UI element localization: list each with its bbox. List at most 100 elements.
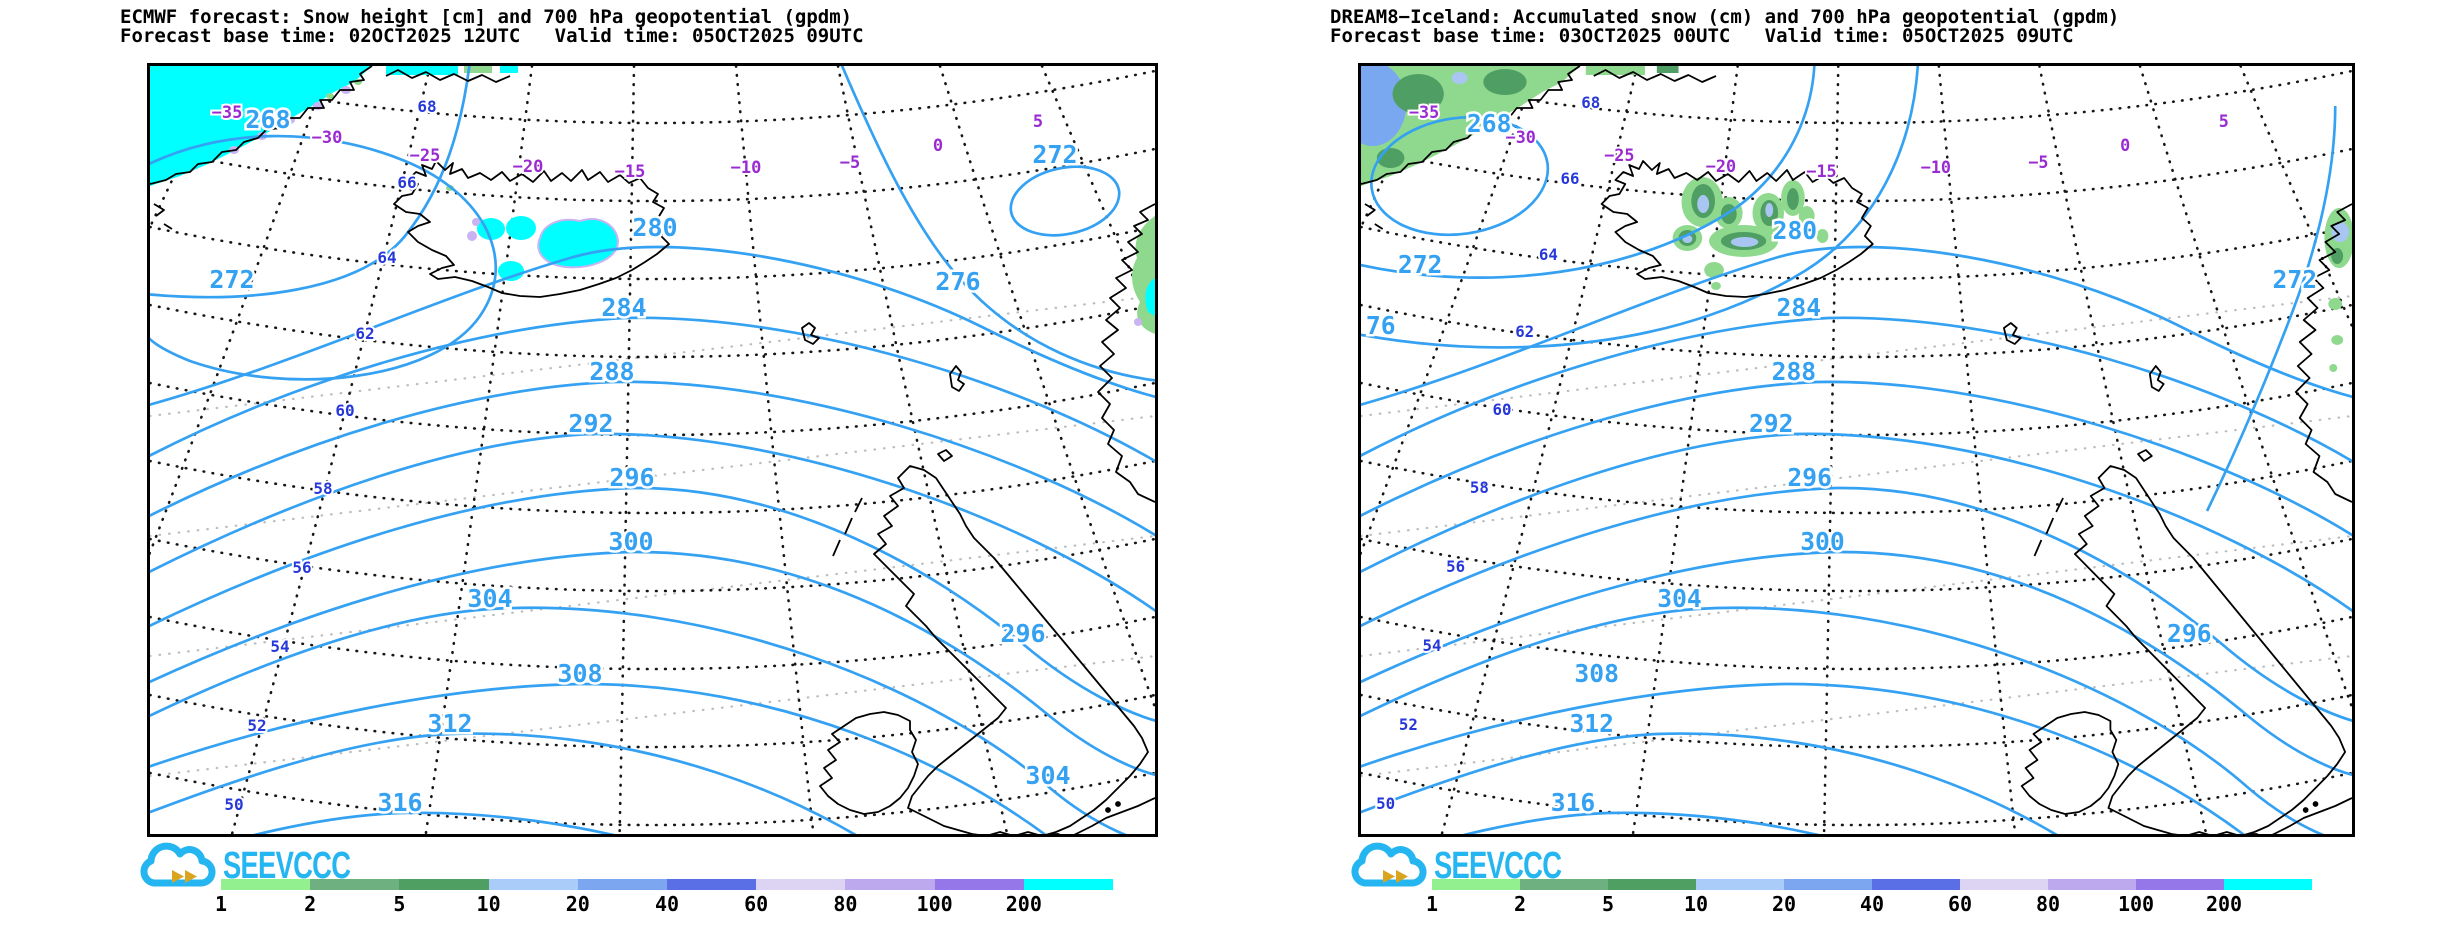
colorbar-segment-80 — [845, 879, 935, 890]
coastline — [2248, 797, 2352, 834]
graticule-meridian — [424, 66, 534, 834]
panel-title-ecmwf: ECMWF forecast: Snow height [cm] and 700… — [120, 6, 853, 28]
snow-patch — [506, 216, 536, 240]
longitude-label: 5 — [1033, 112, 1043, 132]
latitude-label: 50 — [1376, 794, 1395, 813]
longitude-label: −5 — [840, 153, 860, 173]
colorbar-segment-5 — [1608, 879, 1696, 890]
colorbar-label: 1 — [1425, 892, 1439, 916]
snow-patch — [386, 66, 458, 75]
latitude-label: 50 — [224, 795, 243, 814]
colorbar-segment-100 — [2136, 879, 2224, 890]
colorbar-label: 200 — [1005, 892, 1042, 916]
contour-label: 312 — [1569, 709, 1614, 738]
colorbar-label: 200 — [2205, 892, 2243, 916]
contour-label: 272 — [1032, 140, 1077, 169]
colorbar-labels: 1 2 5 10 20 40 60 80 100 200 — [215, 890, 1113, 916]
graticule-meridian — [618, 66, 636, 834]
contour-line — [1361, 682, 2246, 834]
colorbar-segment-10 — [488, 879, 578, 890]
coastline — [1361, 66, 1581, 185]
snow-patch — [1451, 72, 1468, 84]
latitude-label: 68 — [1581, 93, 1600, 112]
geopotential-contours — [1361, 66, 2352, 834]
coastline — [873, 465, 1149, 834]
contour-label: 284 — [1777, 293, 1822, 322]
colorbar-segment-5 — [399, 879, 489, 890]
contour-line — [1009, 165, 1121, 237]
longitude-label: −15 — [615, 162, 646, 182]
latitude-label: 68 — [417, 97, 436, 116]
contour-line — [150, 432, 1155, 613]
longitude-label: −25 — [1604, 145, 1634, 165]
contour-label: 296 — [2167, 619, 2212, 648]
snow-patch — [1711, 282, 1721, 290]
snow-patch — [1786, 188, 1799, 210]
coastline — [832, 497, 863, 557]
contour-line — [150, 134, 497, 381]
cloud-logo-icon — [140, 842, 216, 887]
map-background — [150, 66, 1155, 834]
snow-patch — [1730, 237, 1759, 247]
snow-colorbar: 1 2 5 10 20 40 60 80 100 200 — [215, 879, 1113, 916]
contour-line — [1361, 732, 2058, 834]
graticule-meridian — [836, 66, 1009, 834]
longitude-label: −20 — [1706, 156, 1736, 176]
latitude-label: 64 — [377, 248, 396, 267]
snow-patch — [150, 66, 372, 186]
colorbar-label: 5 — [1601, 892, 1615, 916]
longitude-label: 5 — [2219, 111, 2229, 131]
map-labels: 268 272 76 280 284 288 292 296 300 304 308 312 316 29… — [1363, 91, 2319, 820]
coastline — [2074, 465, 2346, 834]
latitude-label: 64 — [1539, 245, 1558, 264]
colorbar-label: 80 — [2035, 892, 2061, 916]
colorbar-segment-20 — [577, 879, 667, 890]
latitude-label: 62 — [1515, 322, 1534, 341]
contour-label: 296 — [609, 463, 654, 492]
latitude-label: 58 — [313, 479, 332, 498]
geopotential-contours — [150, 66, 1155, 834]
colorbar-label: 10 — [476, 892, 501, 916]
contour-label: 76 — [1366, 311, 1396, 340]
snow-patch — [1483, 69, 1527, 95]
seevccc-logo: SEEVCCC — [1346, 839, 1611, 893]
contour-line — [150, 550, 1155, 777]
snow-patch — [1656, 66, 1679, 73]
contour-line — [150, 732, 857, 834]
graticule-meridian — [2038, 66, 2208, 834]
snow-colorbar: 1 2 5 10 20 40 60 80 100 200 — [1426, 879, 2312, 916]
contour-label: 288 — [589, 357, 634, 386]
colorbar-segment-2 — [310, 879, 400, 890]
colorbar-segment-200 — [1023, 879, 1113, 890]
contour-line — [1361, 432, 2352, 613]
contour-line — [840, 66, 1155, 382]
weather-map-dream8: 268 272 76 280 284 288 292 296 300 304 308 312 316 29… — [1358, 63, 2355, 837]
coastline — [1593, 69, 1717, 83]
contour-label: 268 — [245, 105, 290, 134]
coastline — [2294, 203, 2352, 503]
coastline — [949, 365, 965, 392]
snow-patch — [500, 66, 518, 73]
latitude-label: 60 — [1493, 400, 1512, 419]
contour-label: 312 — [427, 709, 472, 738]
contour-label: 292 — [568, 409, 613, 438]
colorbar-swatches — [1432, 879, 2312, 890]
coastline — [2020, 711, 2120, 815]
contour-label: 288 — [1772, 357, 1817, 386]
contour-line — [1361, 606, 2325, 834]
contour-line — [150, 486, 1155, 722]
colorbar-segment-1 — [1432, 879, 1520, 890]
contour-label: 272 — [209, 265, 254, 294]
colorbar-segment-20 — [1784, 879, 1872, 890]
snow-patch — [2328, 298, 2343, 310]
coastline — [393, 160, 670, 298]
colorbar-label: 20 — [1771, 892, 1797, 916]
contour-line — [150, 66, 471, 299]
snow-patch — [2329, 364, 2338, 372]
snow-patch — [326, 93, 334, 99]
graticule-meridian — [1631, 66, 1739, 834]
snow-layer — [1361, 66, 2352, 372]
colorbar-label: 1 — [214, 892, 228, 916]
contour-label: 284 — [601, 293, 646, 322]
latitude-label: 54 — [1423, 636, 1442, 655]
